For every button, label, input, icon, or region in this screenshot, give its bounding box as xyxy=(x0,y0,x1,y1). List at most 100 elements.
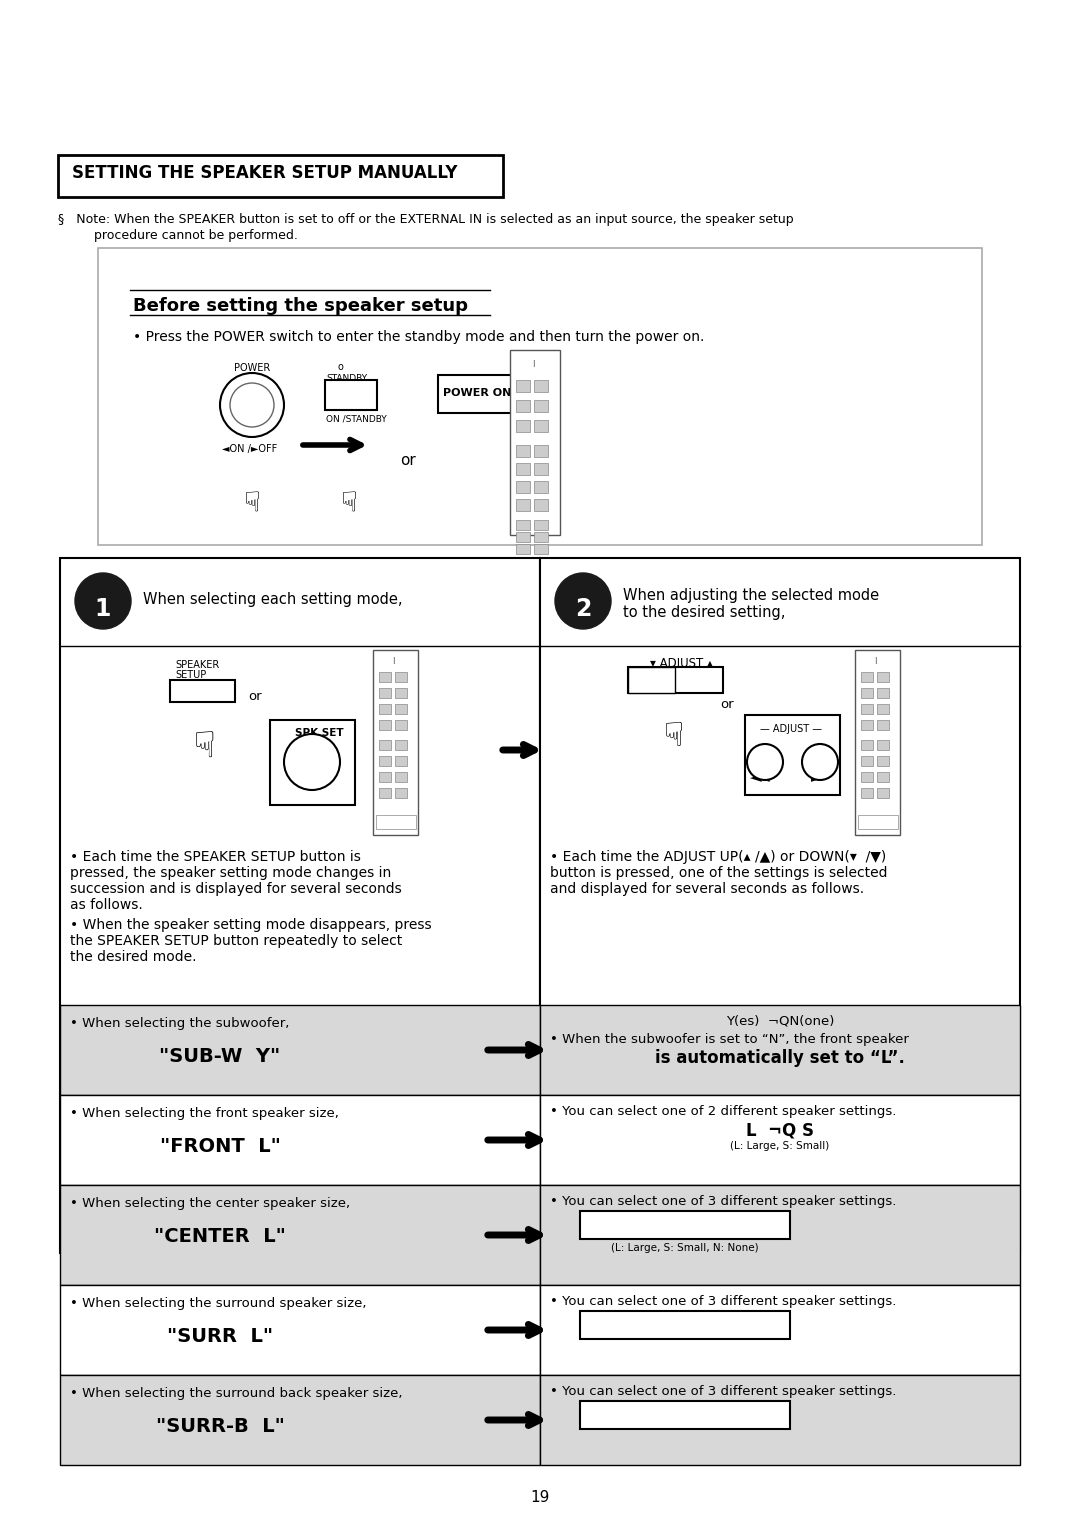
Text: SETTING THE SPEAKER SETUP MANUALLY: SETTING THE SPEAKER SETUP MANUALLY xyxy=(72,165,458,181)
Text: (L: Large, S: Small): (L: Large, S: Small) xyxy=(730,1141,829,1151)
Text: • When selecting the front speaker size,: • When selecting the front speaker size, xyxy=(70,1107,339,1119)
Bar xyxy=(60,558,540,1254)
Text: L → S ← N: L → S ← N xyxy=(645,1408,725,1421)
Bar xyxy=(395,788,407,798)
Bar xyxy=(580,1312,789,1339)
Bar xyxy=(395,688,407,698)
Text: 1: 1 xyxy=(95,596,111,621)
Bar xyxy=(534,445,548,457)
Text: "SURR-B  L": "SURR-B L" xyxy=(156,1417,284,1437)
Text: L → S ← N: L → S ← N xyxy=(645,1217,725,1232)
Bar xyxy=(540,1286,1020,1376)
Text: • You can select one of 3 different speaker settings.: • You can select one of 3 different spea… xyxy=(550,1385,896,1398)
Bar xyxy=(877,772,889,782)
Text: ◄ON /►OFF: ◄ON /►OFF xyxy=(222,444,278,454)
Bar xyxy=(516,445,530,457)
Bar xyxy=(395,720,407,730)
Text: L → S ← N: L → S ← N xyxy=(645,1318,725,1331)
Bar xyxy=(861,772,873,782)
Text: When selecting each setting mode,: When selecting each setting mode, xyxy=(143,592,403,607)
Bar xyxy=(861,788,873,798)
Bar xyxy=(534,499,548,511)
Bar xyxy=(510,351,561,535)
Bar xyxy=(379,788,391,798)
Text: procedure cannot be performed.: procedure cannot be performed. xyxy=(58,229,298,242)
Bar xyxy=(861,688,873,698)
Bar xyxy=(534,464,548,474)
Text: ON /STANDBY: ON /STANDBY xyxy=(326,415,387,424)
Text: as follows.: as follows. xyxy=(70,898,143,912)
Bar xyxy=(861,720,873,730)
Text: • Press the POWER switch to enter the standby mode and then turn the power on.: • Press the POWER switch to enter the st… xyxy=(133,329,704,345)
Bar xyxy=(379,688,391,698)
Text: "SUB-W  Y": "SUB-W Y" xyxy=(160,1048,281,1066)
Text: • When the subwoofer is set to “N”, the front speaker: • When the subwoofer is set to “N”, the … xyxy=(550,1032,909,1046)
Bar xyxy=(379,720,391,730)
Text: ☞: ☞ xyxy=(651,720,685,750)
Text: "FRONT  L": "FRONT L" xyxy=(160,1138,281,1156)
Text: 19: 19 xyxy=(530,1490,550,1505)
Text: • You can select one of 3 different speaker settings.: • You can select one of 3 different spea… xyxy=(550,1295,896,1308)
Bar xyxy=(516,480,530,493)
Bar xyxy=(516,380,530,392)
Text: the desired mode.: the desired mode. xyxy=(70,950,197,964)
Bar xyxy=(861,740,873,750)
Bar xyxy=(540,558,1020,1254)
Text: • Each time the SPEAKER SETUP button is: • Each time the SPEAKER SETUP button is xyxy=(70,849,361,865)
Text: SPK SET: SPK SET xyxy=(295,727,343,738)
Text: ☞: ☞ xyxy=(183,730,217,762)
Bar xyxy=(540,1185,1020,1286)
Text: is automatically set to “L”.: is automatically set to “L”. xyxy=(656,1049,905,1067)
Bar xyxy=(516,532,530,541)
Bar xyxy=(516,464,530,474)
Circle shape xyxy=(802,744,838,779)
Bar xyxy=(395,673,407,682)
Text: I: I xyxy=(874,657,876,666)
Bar xyxy=(877,788,889,798)
Text: • When selecting the center speaker size,: • When selecting the center speaker size… xyxy=(70,1197,350,1209)
Text: to the desired setting,: to the desired setting, xyxy=(623,605,785,621)
Bar xyxy=(877,688,889,698)
Bar xyxy=(540,1376,1020,1466)
Bar xyxy=(270,720,355,805)
Bar xyxy=(540,1005,1020,1095)
Bar xyxy=(855,650,900,836)
Text: or: or xyxy=(400,453,416,468)
Bar xyxy=(516,419,530,432)
Text: I: I xyxy=(531,360,535,369)
Bar xyxy=(861,756,873,766)
Bar xyxy=(534,480,548,493)
Bar xyxy=(580,1211,789,1238)
Bar xyxy=(534,532,548,541)
Text: ►: ► xyxy=(811,770,823,785)
Text: and displayed for several seconds as follows.: and displayed for several seconds as fol… xyxy=(550,881,864,897)
Circle shape xyxy=(284,734,340,790)
Text: SETUP: SETUP xyxy=(175,669,206,680)
Text: • When selecting the subwoofer,: • When selecting the subwoofer, xyxy=(70,1017,289,1029)
Text: or: or xyxy=(720,698,733,711)
Bar xyxy=(858,814,897,830)
Bar xyxy=(540,1095,1020,1185)
Bar xyxy=(376,814,416,830)
Bar xyxy=(534,544,548,554)
Bar xyxy=(534,520,548,531)
Circle shape xyxy=(220,374,284,438)
Bar xyxy=(395,740,407,750)
Text: • When selecting the surround back speaker size,: • When selecting the surround back speak… xyxy=(70,1388,403,1400)
Text: "SURR  L": "SURR L" xyxy=(167,1327,273,1347)
Bar xyxy=(534,400,548,412)
Text: ◄: ◄ xyxy=(751,770,761,785)
Circle shape xyxy=(555,573,611,628)
Bar xyxy=(516,400,530,412)
Bar xyxy=(745,715,840,795)
Bar xyxy=(60,1095,540,1185)
Bar xyxy=(580,1401,789,1429)
Bar xyxy=(877,756,889,766)
Bar xyxy=(379,740,391,750)
Bar xyxy=(379,772,391,782)
Text: (L: Large, S: Small, N: None): (L: Large, S: Small, N: None) xyxy=(611,1243,759,1254)
Text: ☞: ☞ xyxy=(234,490,262,515)
Text: ▾ ADJUST ▴: ▾ ADJUST ▴ xyxy=(650,657,713,669)
Text: button is pressed, one of the settings is selected: button is pressed, one of the settings i… xyxy=(550,866,888,880)
Bar xyxy=(516,520,530,531)
